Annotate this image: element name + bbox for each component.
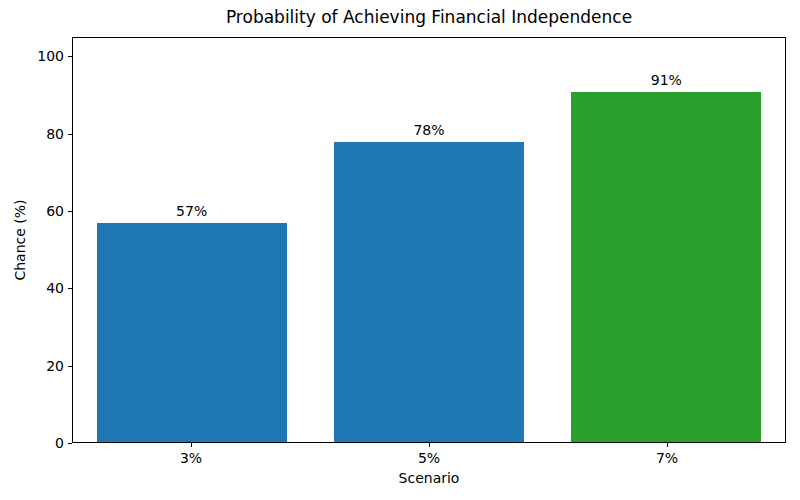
bar-5% (334, 142, 524, 442)
y-tick-mark (68, 134, 72, 135)
y-tick-mark (68, 443, 72, 444)
bar-3% (97, 223, 287, 442)
bar-value-label: 57% (147, 203, 237, 219)
y-tick-label: 80 (18, 126, 64, 142)
x-tick-mark (429, 443, 430, 447)
plot-area: 57% 78% 91% (72, 37, 786, 443)
y-tick-label: 20 (18, 358, 64, 374)
y-tick-label: 100 (18, 48, 64, 64)
y-tick-mark (68, 211, 72, 212)
x-tick-label: 7% (622, 450, 712, 466)
x-axis-label: Scenario (72, 470, 786, 486)
y-tick-mark (68, 366, 72, 367)
x-tick-label: 3% (146, 450, 236, 466)
x-tick-mark (191, 443, 192, 447)
x-tick-mark (667, 443, 668, 447)
bar-7% (571, 92, 761, 442)
bars-layer: 57% 78% 91% (73, 38, 785, 442)
y-tick-label: 60 (18, 203, 64, 219)
y-tick-label: 40 (18, 280, 64, 296)
chart-title: Probability of Achieving Financial Indep… (72, 6, 786, 28)
bar-chart-figure: Probability of Achieving Financial Indep… (0, 0, 800, 500)
bar-value-label: 91% (621, 72, 711, 88)
x-tick-label: 5% (384, 450, 474, 466)
y-tick-label: 0 (18, 435, 64, 451)
y-tick-mark (68, 288, 72, 289)
y-tick-mark (68, 56, 72, 57)
bar-value-label: 78% (384, 122, 474, 138)
